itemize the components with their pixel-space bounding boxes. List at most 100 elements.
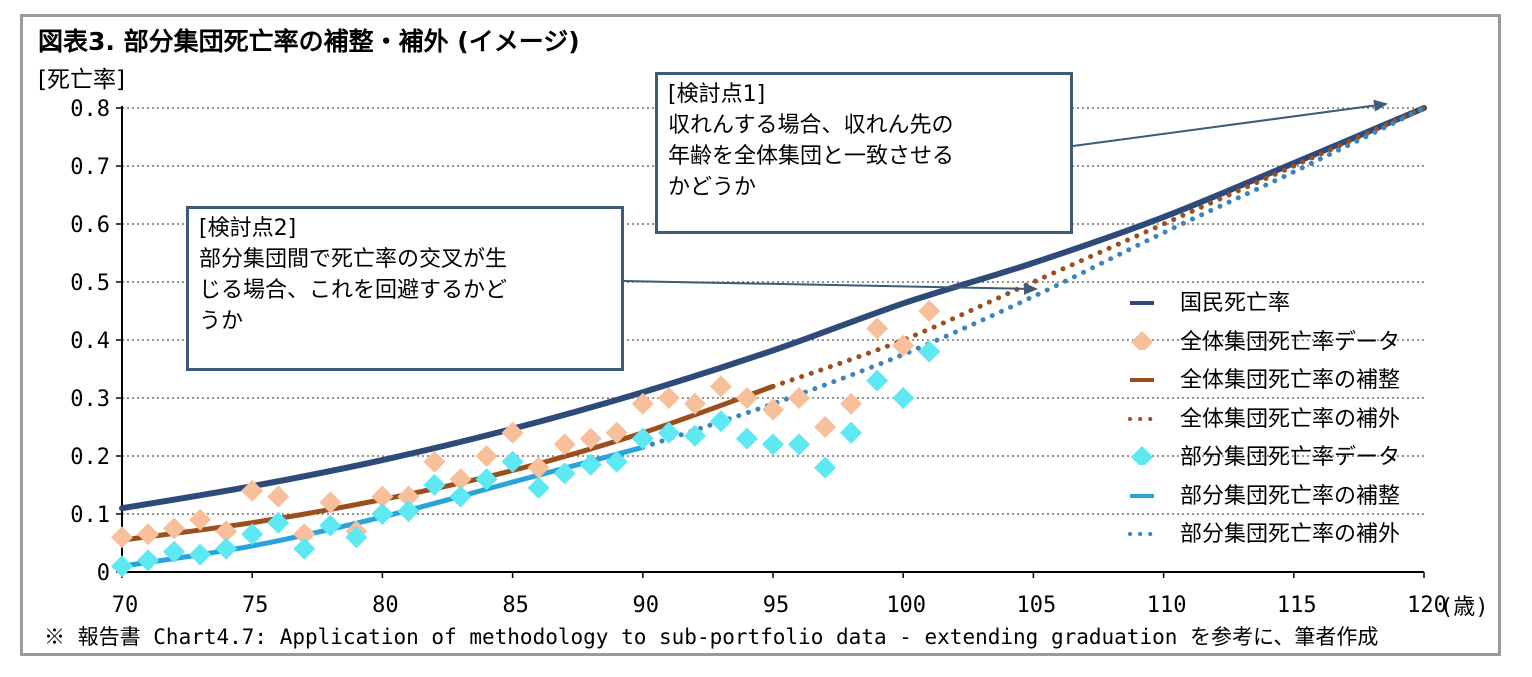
x-tick-label: 110 (1147, 593, 1187, 618)
overall-fit-line (119, 383, 776, 543)
sub-data-point (215, 537, 238, 560)
overall-data-point (866, 317, 889, 340)
national-rate-line (119, 105, 1427, 512)
x-tick-label: 90 (633, 593, 660, 618)
callout-line: [検討点2] (199, 216, 297, 241)
overall-data-point (735, 387, 758, 409)
overall-data-point (579, 427, 602, 450)
overall-data-point (241, 479, 264, 502)
callout-line: 部分集団間で死亡率の交叉が生 (199, 247, 508, 272)
x-tick-label: 120 (1407, 593, 1447, 618)
legend-label: 国民死亡率 (1180, 291, 1291, 317)
sub-data-point (579, 453, 602, 476)
sub-data-point (527, 476, 550, 499)
x-tick-label: 95 (763, 593, 790, 618)
overall-data-point (475, 445, 498, 467)
sub-data-point (163, 540, 186, 563)
legend-item-sub-fit: 部分集団死亡率の補整 (1124, 475, 1474, 514)
legend-swatch (1128, 416, 1158, 421)
overall-data-point (762, 398, 784, 421)
sub-data-point (319, 514, 342, 537)
sub-data-point (709, 410, 732, 433)
legend-label: 全体集団死亡率の補外 (1180, 406, 1401, 432)
overall-data-point (267, 485, 290, 508)
legend-swatch (1131, 330, 1153, 350)
y-tick-label: 0.6 (70, 213, 110, 238)
arrow-point1 (1072, 99, 1388, 147)
sub-data-point (735, 427, 758, 450)
legend-label: 全体集団死亡率の補整 (1180, 368, 1401, 394)
sub-data-point (683, 424, 706, 447)
overall-data-point (657, 387, 680, 409)
overall-data-point (840, 392, 863, 415)
overall-data-point (137, 523, 160, 546)
overall-data-point (892, 334, 915, 357)
legend-swatch (1130, 301, 1154, 306)
sub-data-point (605, 450, 628, 473)
sub-data-point (657, 421, 680, 444)
callout-line: [検討点1] (668, 82, 766, 107)
y-axis-label: [死亡率] (38, 67, 125, 93)
legend-label: 部分集団死亡率の補外 (1180, 522, 1401, 548)
overall-data-point (527, 456, 550, 479)
overall-data-point (189, 508, 212, 531)
sub-data-point (397, 500, 420, 523)
callout-line: かどうか (668, 175, 757, 200)
callout-point2: [検討点2] 部分集団間で死亡率の交叉が生 じる場合、これを回避するかど うか (186, 206, 624, 371)
x-axis-unit: (歳) (1440, 595, 1489, 620)
overall-data-point (163, 517, 186, 540)
sub-data-point (788, 433, 811, 456)
source-note: ※ 報告書 Chart4.7: Application of methodolo… (44, 625, 1379, 649)
legend-swatch (1131, 446, 1153, 466)
y-tick-label: 0.3 (70, 387, 110, 412)
callout-point1: [検討点1] 収れんする場合、収れん先の 年齢を全体集団と一致させる かどうか (655, 72, 1073, 234)
x-tick-label: 70 (112, 593, 139, 618)
overall-data-point (111, 526, 133, 549)
legend-swatch (1130, 493, 1154, 498)
legend-swatch (1128, 532, 1158, 537)
callout-line: うか (199, 309, 244, 334)
sub-data-point (762, 433, 784, 456)
y-tick-label: 0.2 (70, 445, 110, 470)
sub-data-point (631, 427, 654, 450)
legend-label: 部分集団死亡率の補整 (1180, 483, 1401, 509)
legend-item-overall-fit: 全体集団死亡率の補整 (1124, 359, 1474, 398)
x-tick-label: 100 (886, 593, 926, 618)
overall-data-point (814, 416, 837, 438)
sub-data-point (475, 468, 498, 491)
y-tick-label: 0.5 (70, 271, 110, 296)
x-tick-label: 105 (1017, 593, 1057, 618)
overall-data-point (293, 523, 316, 546)
overall-data-point (918, 300, 941, 322)
overall-data-point (397, 485, 420, 508)
sub-data-point (189, 543, 212, 566)
sub-data-point (892, 387, 915, 409)
sub-data-point (814, 456, 837, 479)
overall-data-point (553, 433, 576, 456)
y-tick-label: 0.1 (70, 503, 110, 528)
x-tick-label: 75 (242, 593, 269, 618)
y-tick-label: 0 (97, 561, 110, 586)
arrow-point2 (623, 280, 1038, 295)
legend-label: 部分集団死亡率データ (1180, 445, 1401, 471)
legend-item-overall-data: 全体集団死亡率データ (1124, 321, 1474, 360)
overall-data-point (371, 485, 394, 508)
sub-data-point (137, 549, 160, 572)
overall-data-point (215, 520, 238, 543)
chart-title: 図表3. 部分集団死亡率の補整・補外 (イメージ) (38, 27, 580, 56)
overall-data-point (423, 450, 446, 473)
x-tick-label: 115 (1277, 593, 1317, 618)
sub-extrap-line (640, 105, 1427, 450)
sub-data-point (267, 511, 290, 534)
overall-data-point (709, 375, 732, 398)
overall-data-point (605, 421, 628, 444)
sub-data-point (918, 340, 941, 363)
overall-data-point (501, 421, 524, 444)
callout-line: 収れんする場合、収れん先の (668, 113, 954, 138)
sub-data-point (371, 503, 394, 525)
overall-data-point (319, 491, 342, 514)
sub-data-point (111, 555, 133, 578)
sub-data-point (423, 474, 446, 496)
y-tick-label: 0.4 (70, 329, 110, 354)
